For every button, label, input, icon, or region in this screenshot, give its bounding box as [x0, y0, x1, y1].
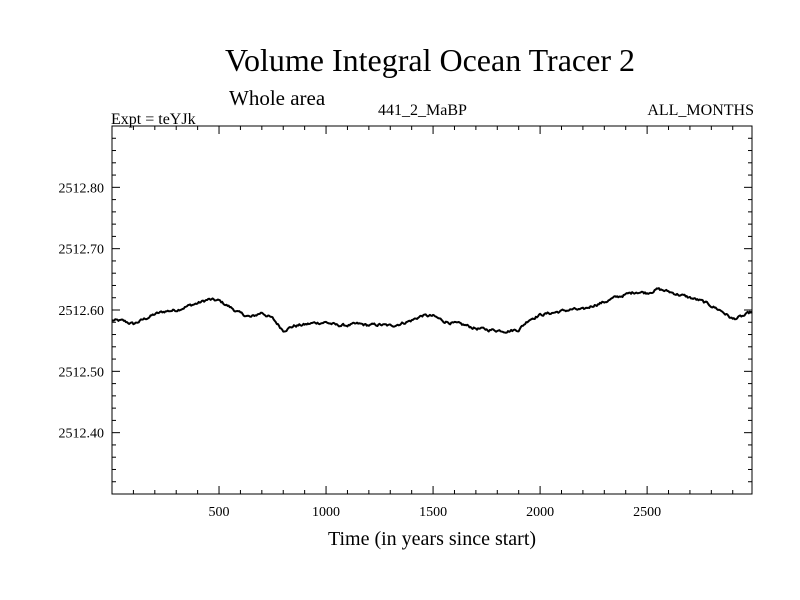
y-tick-label: 2512.50 [59, 365, 105, 380]
x-tick-label: 1500 [419, 505, 447, 520]
series-line [111, 287, 753, 334]
run-label: 441_2_MaBP [378, 102, 467, 119]
series-group [111, 287, 753, 334]
y-tick-label: 2512.70 [59, 243, 105, 258]
x-tick-label: 2000 [526, 505, 554, 520]
x-tick-label: 2500 [633, 505, 661, 520]
months-label: ALL_MONTHS [647, 102, 754, 119]
axis-ticks [112, 125, 752, 495]
x-axis-label: Time (in years since start) [327, 528, 537, 550]
y-tick-label: 2512.40 [59, 427, 105, 442]
x-tick-label: 500 [209, 505, 230, 520]
x-tick-label: 1000 [312, 505, 340, 520]
chart-subtitle: Whole area [229, 86, 326, 110]
chart-title: Volume Integral Ocean Tracer 2 [225, 42, 635, 78]
plot-frame [111, 125, 753, 495]
y-tick-label: 2512.80 [59, 181, 105, 196]
y-tick-label: 2512.60 [59, 304, 105, 319]
tick-labels: 2512.40 2512.50 2512.60 2512.70 2512.80 500 10… [59, 181, 662, 520]
experiment-label: Expt = teYJk [111, 111, 196, 128]
